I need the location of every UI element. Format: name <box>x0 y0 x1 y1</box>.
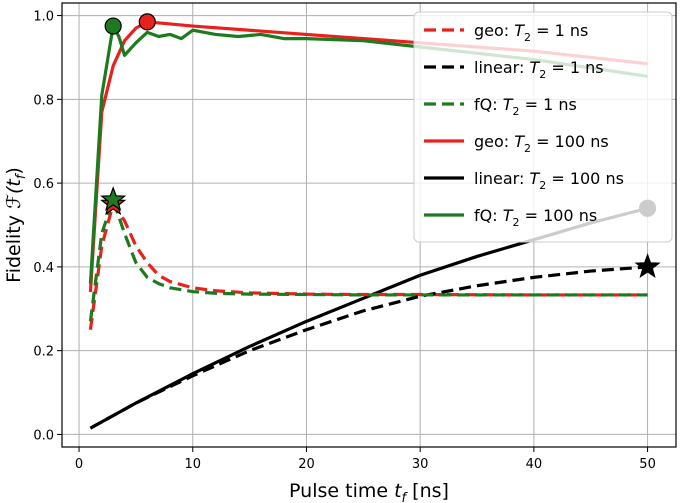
x-tick-label: 50 <box>639 457 656 472</box>
x-tick-label: 30 <box>412 457 429 472</box>
y-axis-label-var: ℱ(t <box>3 178 25 209</box>
x-axis-label-main: Pulse time <box>289 480 394 502</box>
series-marker-circle-5 <box>104 17 122 35</box>
y-tick-label: 1.0 <box>33 10 54 25</box>
y-axis-label-main: Fidelity <box>3 209 25 283</box>
y-axis-label: Fidelity ℱ(tf) <box>3 167 29 283</box>
y-tick-label: 0.4 <box>33 261 54 276</box>
axis-ticks: 0 10 20 30 40 50 0.0 0.2 0.4 0.6 0.8 1.0 <box>33 10 656 472</box>
series-line-1 <box>89 265 648 430</box>
series-marker-circle-3 <box>138 13 156 31</box>
y-tick-label: 0.6 <box>33 177 54 192</box>
y-tick-label: 0.0 <box>33 428 54 443</box>
y-axis-label-sub: f <box>14 172 29 179</box>
legend-label-2: fQ: T2 = 1 ns <box>474 95 577 118</box>
series-marker-star-1 <box>634 253 661 278</box>
x-axis-label-sub: f <box>402 491 409 503</box>
plot-frame <box>61 2 677 448</box>
series-marker-star-2 <box>100 186 127 211</box>
x-tick-label: 10 <box>184 457 201 472</box>
legend-box <box>413 11 673 243</box>
x-axis-label-var: t <box>394 480 403 502</box>
x-tick-label: 0 <box>75 457 83 472</box>
y-tick-label: 0.8 <box>33 93 54 108</box>
y-tick-label: 0.2 <box>33 345 54 360</box>
x-tick-label: 20 <box>298 457 315 472</box>
legend-label-3: geo: T2 = 100 ns <box>474 132 609 155</box>
x-axis-label-unit: [ns] <box>406 480 449 502</box>
series-line-2 <box>88 198 648 322</box>
series-line-0 <box>88 202 648 330</box>
y-axis-label-close: ) <box>3 167 25 174</box>
legend-label-1: linear: T2 = 1 ns <box>474 58 604 81</box>
legend-label-5: fQ: T2 = 100 ns <box>474 206 597 229</box>
x-tick-label: 40 <box>526 457 543 472</box>
legend-label-4: linear: T2 = 100 ns <box>474 169 624 192</box>
legend-label-0: geo: T2 = 1 ns <box>474 21 588 44</box>
legend: geo: T2 = 1 ns linear: T2 = 1 ns fQ: T2 = … <box>413 11 673 243</box>
x-axis-label: Pulse time tf [ns] <box>289 480 449 503</box>
